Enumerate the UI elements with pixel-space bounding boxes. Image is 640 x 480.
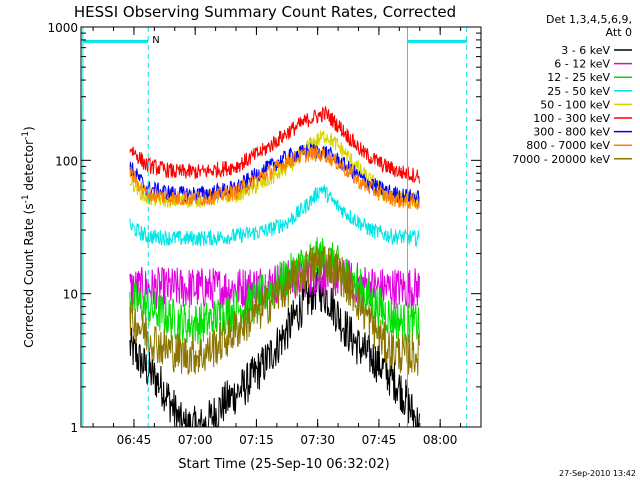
night-markers [82, 27, 468, 427]
series-line-0 [129, 267, 420, 429]
series-layer [129, 106, 420, 429]
annotation-0: N [152, 35, 159, 46]
legend-label-5: 100 - 300 keV [533, 112, 610, 125]
y-tick-label-1: 10 [63, 288, 78, 302]
x-tick-label-4: 07:45 [362, 433, 397, 447]
series-line-8 [129, 245, 420, 376]
annotations: N [152, 35, 159, 46]
y-tick-label-2: 100 [55, 154, 78, 168]
legend-label-7: 800 - 7000 keV [526, 139, 610, 152]
y-axis-label: Corrected Count Rate (s-1 detector-1) [21, 126, 36, 347]
x-axis-label: Start Time (25-Sep-10 06:32:02) [178, 457, 389, 472]
x-tick-label-0: 06:45 [117, 433, 152, 447]
legend-header-line-2: Att 0 [606, 26, 632, 39]
legend-label-8: 7000 - 20000 keV [512, 153, 610, 166]
x-tick-label-2: 07:15 [239, 433, 274, 447]
legend-label-2: 12 - 25 keV [547, 71, 610, 84]
chart-title: HESSI Observing Summary Count Rates, Cor… [74, 3, 456, 21]
x-tick-label-5: 08:00 [423, 433, 458, 447]
series-line-5 [129, 106, 420, 184]
series-line-3 [129, 184, 420, 248]
y-tick-label-0: 1 [70, 421, 78, 435]
series-line-7 [129, 146, 420, 210]
legend-label-4: 50 - 100 keV [540, 98, 610, 111]
x-tick-label-1: 07:00 [178, 433, 213, 447]
y-tick-label-3: 1000 [47, 21, 78, 35]
legend-label-3: 25 - 50 keV [547, 85, 610, 98]
axes: 06:45 07:00 07:15 07:30 07:45 08:00 1 10 100 1000 [47, 21, 482, 447]
x-tick-label-3: 07:30 [300, 433, 335, 447]
legend-label-6: 300 - 800 keV [533, 126, 610, 139]
legend-label-0: 3 - 6 keV [561, 44, 610, 57]
plot-frame [80, 26, 482, 428]
legend-label-1: 6 - 12 keV [554, 58, 610, 71]
footer-date: 27-Sep-2010 13:42 [559, 469, 636, 478]
legend-header-line-1: Det 1,3,4,5,6,9, [546, 13, 632, 26]
